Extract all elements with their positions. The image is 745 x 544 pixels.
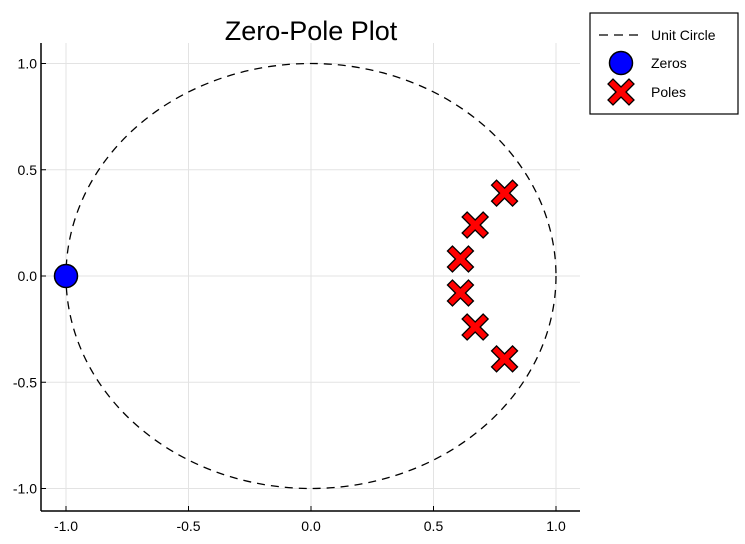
legend-zeros-swatch	[608, 50, 634, 76]
x-tick-label: 0.5	[424, 518, 444, 534]
legend-label: Unit Circle	[651, 27, 716, 43]
x-tick-label: 0.0	[301, 518, 321, 534]
pole-marker	[490, 344, 519, 373]
pole-marker	[446, 245, 475, 273]
zero-marker	[53, 263, 79, 289]
y-tick-label: 0.5	[18, 162, 38, 178]
x-tick-label: -1.0	[54, 518, 78, 534]
pole-marker	[461, 211, 490, 239]
tick-labels: -1.0 -0.5 0.0 0.5 1.0 -1.0 -0.5 0.0 0.5 1.0	[13, 56, 566, 535]
y-tick-label: 1.0	[18, 56, 38, 72]
poles-series	[446, 179, 519, 373]
y-tick-label: -1.0	[13, 481, 37, 497]
pole-marker	[446, 279, 475, 307]
zeros-series	[53, 263, 79, 289]
x-tick-label: 1.0	[546, 518, 566, 534]
legend-label: Poles	[651, 84, 686, 100]
y-tick-label: -0.5	[13, 374, 37, 390]
pole-marker	[490, 179, 519, 208]
axes	[40, 43, 580, 512]
x-tick-label: -0.5	[176, 518, 200, 534]
legend[interactable]: Unit Circle Zeros Poles	[589, 12, 739, 115]
legend-poles-swatch	[607, 78, 635, 106]
grid-lines	[41, 43, 580, 511]
legend-label: Zeros	[651, 55, 687, 71]
pole-marker	[461, 313, 490, 341]
chart-title: Zero-Pole Plot	[225, 16, 398, 46]
y-tick-label: 0.0	[18, 268, 38, 284]
